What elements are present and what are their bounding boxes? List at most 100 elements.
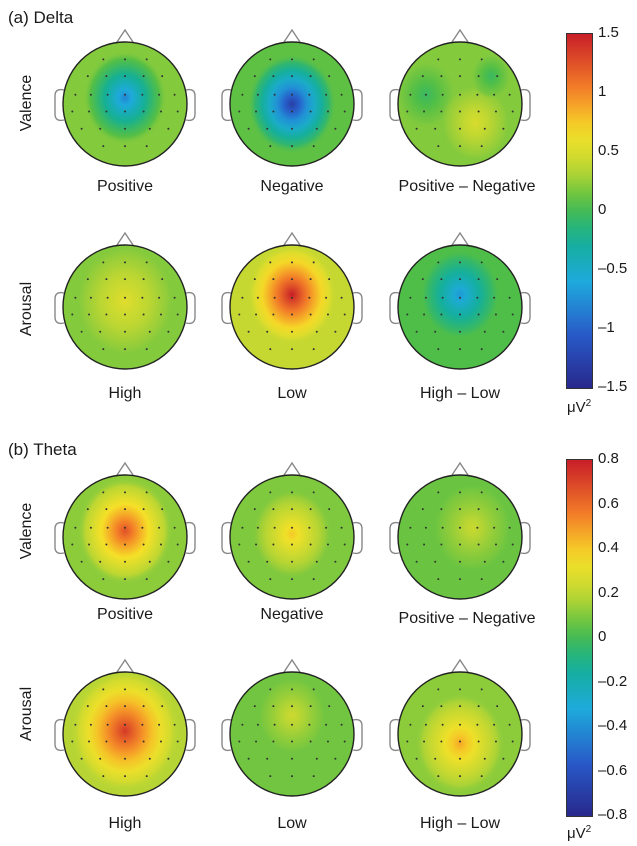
electrode-dot xyxy=(325,93,328,96)
electrode-dot xyxy=(273,723,276,726)
electrode-dot xyxy=(291,261,293,264)
electrode-dot xyxy=(308,93,311,96)
electrode-dot xyxy=(440,278,443,281)
electrode-dot xyxy=(440,508,443,511)
electrode-dot xyxy=(340,526,343,529)
electrode-dot xyxy=(173,296,176,299)
electrode-dot xyxy=(158,296,161,299)
electrode-dot xyxy=(459,127,461,130)
electrode-dot xyxy=(124,296,126,299)
electrode-dot xyxy=(312,348,315,351)
electrode-dot xyxy=(124,740,126,743)
head-outline xyxy=(62,244,188,370)
electrode-dot xyxy=(106,723,109,726)
head-outline xyxy=(229,671,355,797)
electrode-dot xyxy=(255,110,258,113)
electrode-dot xyxy=(477,508,480,511)
electrode-dot xyxy=(459,705,461,708)
electrode-dot xyxy=(247,127,250,130)
electrode-dot xyxy=(124,110,126,113)
electrode-dot xyxy=(496,508,499,511)
topomap-delta-valence-difference xyxy=(389,28,531,167)
electrode-dot xyxy=(253,508,256,511)
head-outline xyxy=(397,244,523,370)
electrode-dot xyxy=(291,330,293,333)
electrode-dot xyxy=(291,127,293,130)
nose-shape xyxy=(449,28,471,46)
electrode-dot xyxy=(141,723,144,726)
electrode-dot xyxy=(80,127,83,130)
electrode-dot xyxy=(476,93,479,96)
electrode-dot xyxy=(326,740,329,743)
ear-shape xyxy=(54,718,65,752)
electrode-dot xyxy=(291,578,293,581)
electrode-dot xyxy=(496,75,499,78)
electrode-dot xyxy=(105,75,108,78)
head-outline xyxy=(229,474,355,600)
electrode-dot xyxy=(102,348,105,351)
electrode-dot xyxy=(308,526,311,529)
electrode-dot xyxy=(477,278,480,281)
electrode-dot xyxy=(511,313,514,316)
activation-blob xyxy=(75,245,175,357)
electrode-dot xyxy=(167,560,170,563)
electrode-dot xyxy=(159,740,162,743)
electrode-dot xyxy=(273,526,276,529)
caption-delta-arousal-high: High xyxy=(108,385,142,402)
activation-blob xyxy=(432,483,513,573)
electrode-dot xyxy=(291,508,293,511)
electrode-dot xyxy=(272,110,275,113)
electrode-dot xyxy=(71,543,74,546)
electrode-dot xyxy=(459,58,461,61)
electrode-dot xyxy=(124,261,126,264)
electrode-dot xyxy=(105,278,108,281)
ear-shape xyxy=(520,88,531,122)
electrode-dot xyxy=(142,543,145,546)
colorbar-tick-label: 0 xyxy=(598,201,607,218)
caption-delta-valence-difference: Positive – Negative xyxy=(398,178,536,195)
electrode-dot xyxy=(291,313,293,316)
electrode-dot xyxy=(483,330,486,333)
colorbar-theta-unit: μV2 xyxy=(567,824,592,842)
caption-theta-valence-negative: Negative xyxy=(260,606,324,623)
electrode-dot xyxy=(142,508,145,511)
electrode-dot xyxy=(105,740,108,743)
electrode-dot xyxy=(124,330,126,333)
electrode-dot xyxy=(440,110,443,113)
electrode-dot xyxy=(326,110,329,113)
electrode-dot xyxy=(459,75,461,78)
caption-theta-arousal-difference: High – Low xyxy=(419,815,501,832)
electrode-dot xyxy=(309,278,312,281)
electrode-dot xyxy=(106,93,109,96)
nose-shape xyxy=(449,658,471,676)
electrode-dot xyxy=(441,296,444,299)
caption-delta-valence-negative: Negative xyxy=(260,178,324,195)
electrode-dot xyxy=(145,348,148,351)
head-outline xyxy=(397,474,523,600)
electrode-dot xyxy=(124,578,126,581)
electrode-dot xyxy=(415,560,418,563)
colorbar-tick-label: 0.4 xyxy=(598,539,619,556)
electrode-dot xyxy=(459,491,461,494)
ear-shape xyxy=(221,521,232,555)
electrode-dot xyxy=(124,75,126,78)
electrode-dot xyxy=(459,740,461,743)
electrode-dot xyxy=(158,93,161,96)
electrode-dot xyxy=(459,578,461,581)
electrode-dot xyxy=(141,93,144,96)
electrode-dot xyxy=(105,543,108,546)
electrode-dot xyxy=(159,313,162,316)
electrode-dot xyxy=(89,526,92,529)
electrode-dot xyxy=(291,757,293,760)
electrode-dot xyxy=(308,296,311,299)
electrode-dot xyxy=(148,560,151,563)
electrode-dot xyxy=(312,491,315,494)
nose-shape xyxy=(114,28,136,46)
electrode-dot xyxy=(406,110,409,113)
electrode-dot xyxy=(406,313,409,316)
electrode-dot xyxy=(459,330,461,333)
panel-title-delta: (a) Delta xyxy=(8,8,74,27)
electrode-dot xyxy=(328,75,331,78)
electrode-dot xyxy=(343,313,346,316)
activation-blob xyxy=(415,693,505,794)
